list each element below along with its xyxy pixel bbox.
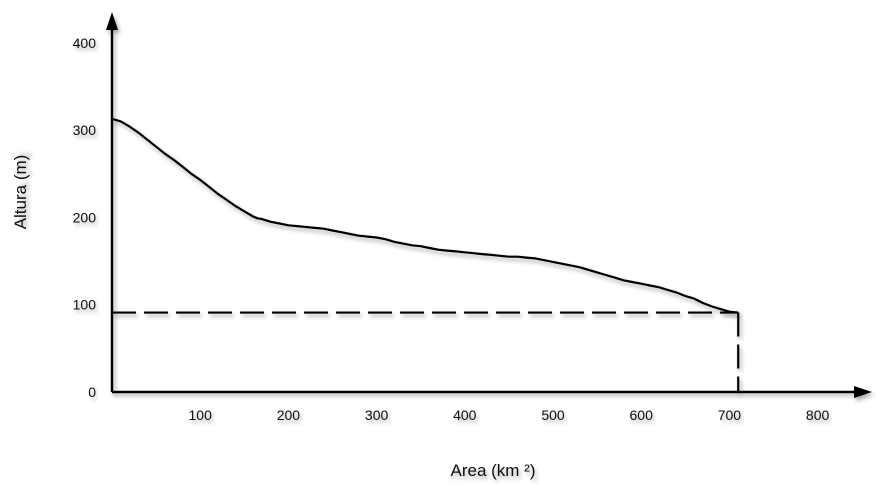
- y-axis-arrow: [106, 12, 118, 30]
- y-tick-labels: 0 100 200 300 400: [73, 35, 97, 400]
- x-tick-label: 200: [277, 407, 301, 423]
- axes: [106, 12, 872, 398]
- x-tick-label: 100: [189, 407, 213, 423]
- x-tick-label: 400: [453, 407, 477, 423]
- x-axis-arrow: [854, 386, 872, 398]
- hypsometric-curve: [111, 117, 739, 314]
- y-tick-label: 200: [73, 209, 97, 225]
- data-series: [111, 117, 739, 314]
- y-tick-label: 400: [73, 35, 97, 51]
- reference-lines: [112, 311, 740, 392]
- y-tick-label: 100: [73, 297, 97, 313]
- x-tick-label: 800: [806, 407, 830, 423]
- x-axis-label: Area (km ²): [451, 461, 536, 480]
- x-tick-labels: 100 200 300 400 500 600 700 800: [189, 407, 830, 423]
- y-tick-label: 300: [73, 122, 97, 138]
- x-tick-label: 300: [365, 407, 389, 423]
- y-tick-label: 0: [88, 384, 96, 400]
- x-tick-label: 600: [630, 407, 654, 423]
- x-tick-label: 700: [718, 407, 742, 423]
- x-tick-label: 500: [541, 407, 565, 423]
- y-axis-label: Altura (m): [11, 155, 30, 230]
